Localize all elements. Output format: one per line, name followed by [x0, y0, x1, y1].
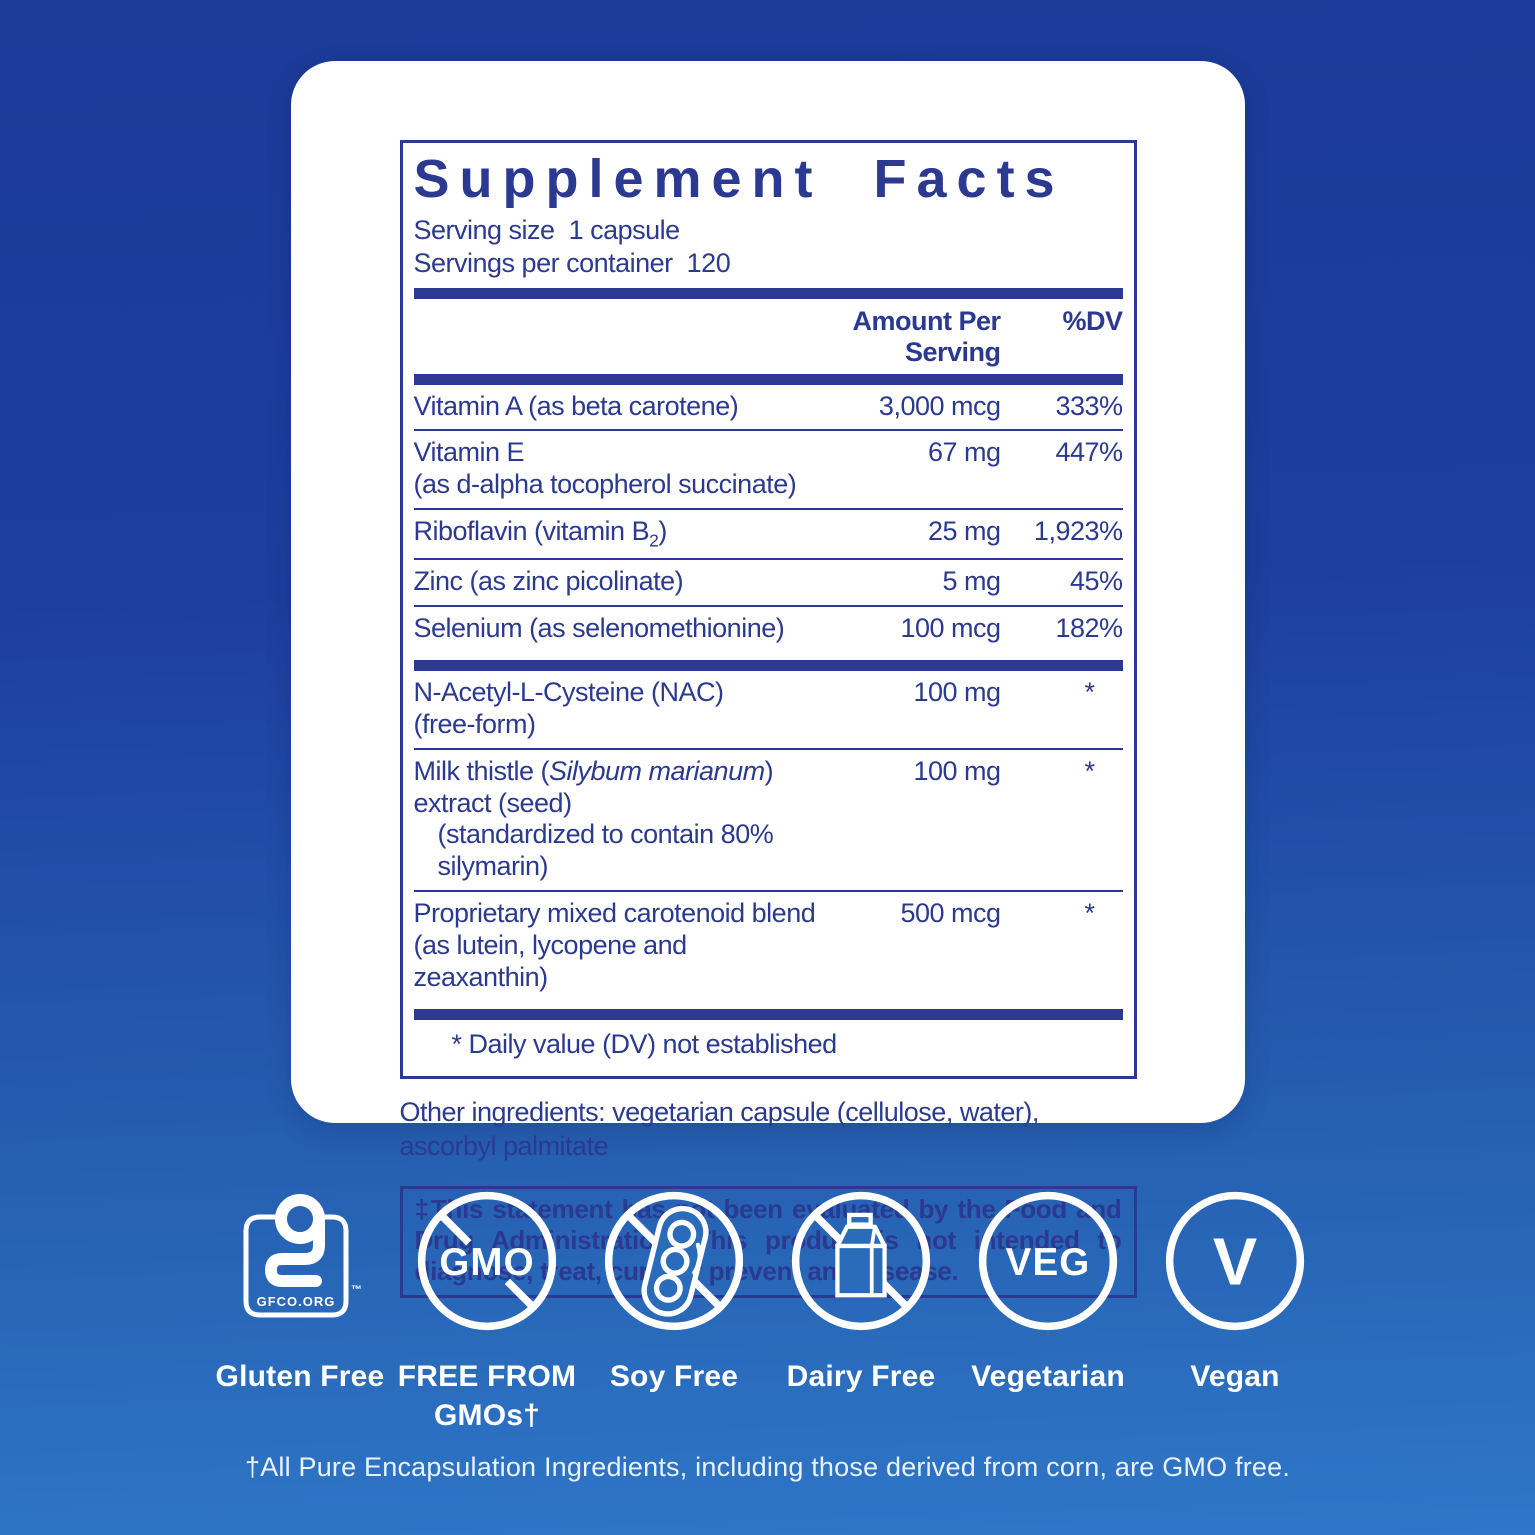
vegan-icon: V: [1160, 1183, 1310, 1339]
badge-label: Dairy Free: [786, 1360, 936, 1393]
certification-badges-row: GFCO.ORG ™ Gluten Free GMO FREE FROM GMO…: [207, 1183, 1329, 1435]
no-dairy-icon: [786, 1183, 936, 1339]
daily-value-note: * Daily value (DV) not established: [451, 1028, 838, 1059]
serving-size-line: Serving size 1 capsule: [414, 214, 1123, 247]
no-soy-icon: [599, 1183, 749, 1339]
svg-text:VEG: VEG: [1006, 1241, 1091, 1284]
no-gmo-icon: GMO: [412, 1183, 562, 1339]
row-dv: 182%: [1055, 613, 1123, 644]
badge-gluten-free: GFCO.ORG ™ Gluten Free: [207, 1183, 394, 1435]
table-row: Selenium (as selenomethionine) 100 mcg 1…: [413, 605, 1123, 652]
serving-size-value: 1 capsule: [568, 214, 681, 245]
gfco-gluten-free-icon: GFCO.ORG ™: [225, 1183, 375, 1339]
table-row: Vitamin A (as beta carotene) 3,000 mcg 3…: [413, 390, 1124, 421]
table-row: Proprietary mixed carotenoid blend (as l…: [413, 890, 1123, 1001]
row-amount: 100 mg: [913, 755, 1001, 786]
servings-per-container-line: Servings per container 120: [414, 247, 1123, 280]
vegetarian-icon: VEG: [973, 1183, 1123, 1339]
badge-label: Vegetarian: [971, 1360, 1125, 1393]
badge-soy-free: Soy Free: [581, 1183, 768, 1435]
table-header-row: Amount Per Serving %DV: [414, 299, 1123, 374]
row-dv: *: [1084, 898, 1095, 929]
badge-vegan: V Vegan: [1142, 1183, 1329, 1435]
divider-thick: [413, 373, 1123, 385]
row-dv: 1,923%: [1033, 516, 1123, 547]
divider-thick: [413, 659, 1123, 671]
row-amount: 500 mcg: [900, 898, 1001, 929]
badge-gmo-free: GMO FREE FROM GMOs†: [394, 1183, 581, 1435]
divider-thick: [413, 287, 1123, 299]
svg-text:V: V: [1213, 1226, 1257, 1300]
servings-label: Servings per container: [413, 247, 674, 278]
supplement-facts-panel: Supplement Facts Serving size 1 capsule S…: [399, 140, 1137, 1079]
row-amount: 25 mg: [927, 516, 1001, 547]
svg-text:GFCO.ORG: GFCO.ORG: [257, 1294, 336, 1309]
row-amount: 100 mcg: [900, 613, 1001, 644]
row-dv: 45%: [1069, 566, 1123, 597]
row-dv: *: [1084, 755, 1095, 786]
row-dv: 447%: [1055, 437, 1123, 468]
badge-label: Vegan: [1190, 1360, 1280, 1393]
table-row: Milk thistle (Silybum marianum) extract …: [413, 747, 1123, 890]
label-card: Supplement Facts Serving size 1 capsule S…: [291, 61, 1245, 1299]
row-dv: 333%: [1055, 390, 1123, 421]
row-amount: 100 mg: [913, 676, 1001, 707]
column-header-dv: %DV: [1062, 305, 1123, 336]
table-row: Zinc (as zinc picolinate) 5 mg 45%: [413, 558, 1123, 605]
badge-dairy-free: Dairy Free: [768, 1183, 955, 1435]
row-amount: 5 mg: [942, 566, 1001, 597]
table-row: Vitamin E (as d-alpha tocopherol succina…: [413, 429, 1123, 508]
servings-value: 120: [686, 247, 731, 278]
table-row: Riboflavin (vitamin B2) 25 mg 1,923%: [413, 508, 1123, 558]
badge-label: FREE FROM GMOs†: [397, 1360, 577, 1432]
badge-label: Gluten Free: [215, 1360, 385, 1393]
other-ingredients: Other ingredients: vegetarian capsule (c…: [399, 1096, 1040, 1162]
badge-vegetarian: VEG Vegetarian: [955, 1183, 1142, 1435]
column-header-amount: Amount Per Serving: [852, 305, 1001, 367]
svg-text:™: ™: [351, 1284, 362, 1296]
row-amount: 67 mg: [927, 437, 1001, 468]
nutrient-rows-section-2: N-Acetyl-L-Cysteine (NAC) (free-form) 10…: [413, 671, 1123, 1001]
panel-title: Supplement Facts: [413, 149, 1065, 209]
serving-size-label: Serving size: [413, 214, 556, 245]
nutrient-rows-section-1: Vitamin A (as beta carotene) 3,000 mcg 3…: [413, 385, 1124, 652]
svg-text:GMO: GMO: [439, 1241, 534, 1284]
table-row: N-Acetyl-L-Cysteine (NAC) (free-form) 10…: [414, 671, 1123, 748]
row-amount: 3,000 mcg: [878, 390, 1001, 421]
divider-thick: [413, 1008, 1123, 1020]
row-dv: *: [1084, 676, 1095, 707]
gmo-footnote: †All Pure Encapsulation Ingredients, inc…: [244, 1452, 1291, 1482]
badge-label: Soy Free: [609, 1360, 739, 1393]
